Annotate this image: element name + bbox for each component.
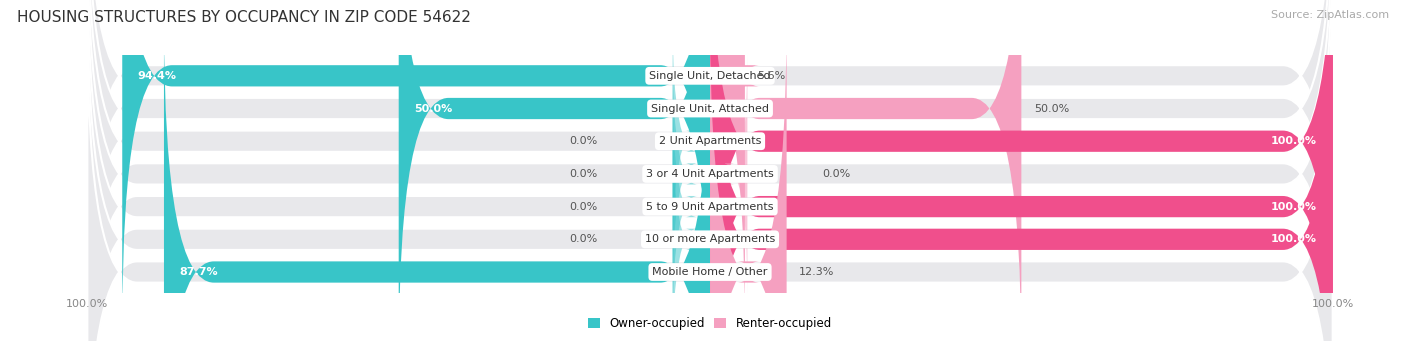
FancyBboxPatch shape [87, 0, 1333, 341]
Text: Source: ZipAtlas.com: Source: ZipAtlas.com [1271, 10, 1389, 20]
FancyBboxPatch shape [710, 0, 1333, 341]
FancyBboxPatch shape [122, 0, 710, 327]
FancyBboxPatch shape [672, 119, 710, 341]
Text: 10 or more Apartments: 10 or more Apartments [645, 234, 775, 244]
Text: 100.0%: 100.0% [1271, 136, 1317, 146]
FancyBboxPatch shape [399, 0, 710, 341]
FancyBboxPatch shape [87, 0, 1333, 341]
Text: 12.3%: 12.3% [799, 267, 834, 277]
Text: 87.7%: 87.7% [180, 267, 218, 277]
Text: 0.0%: 0.0% [569, 234, 598, 244]
FancyBboxPatch shape [710, 0, 1021, 341]
FancyBboxPatch shape [87, 21, 1333, 341]
Text: 0.0%: 0.0% [569, 202, 598, 212]
Text: 0.0%: 0.0% [569, 136, 598, 146]
FancyBboxPatch shape [87, 0, 1333, 341]
Text: 5 to 9 Unit Apartments: 5 to 9 Unit Apartments [647, 202, 773, 212]
Text: 0.0%: 0.0% [823, 169, 851, 179]
Text: Single Unit, Attached: Single Unit, Attached [651, 104, 769, 114]
FancyBboxPatch shape [710, 54, 748, 294]
FancyBboxPatch shape [695, 0, 759, 327]
Text: HOUSING STRUCTURES BY OCCUPANCY IN ZIP CODE 54622: HOUSING STRUCTURES BY OCCUPANCY IN ZIP C… [17, 10, 471, 25]
Text: 50.0%: 50.0% [1033, 104, 1069, 114]
Text: Single Unit, Detached: Single Unit, Detached [650, 71, 770, 81]
FancyBboxPatch shape [672, 86, 710, 327]
Text: Mobile Home / Other: Mobile Home / Other [652, 267, 768, 277]
Text: 2 Unit Apartments: 2 Unit Apartments [659, 136, 761, 146]
Text: 94.4%: 94.4% [138, 71, 177, 81]
Text: 0.0%: 0.0% [569, 169, 598, 179]
FancyBboxPatch shape [672, 54, 710, 294]
FancyBboxPatch shape [87, 0, 1333, 341]
Text: 100.0%: 100.0% [1271, 234, 1317, 244]
Text: 5.6%: 5.6% [758, 71, 786, 81]
Text: 100.0%: 100.0% [1271, 202, 1317, 212]
FancyBboxPatch shape [87, 0, 1333, 341]
Text: 3 or 4 Unit Apartments: 3 or 4 Unit Apartments [647, 169, 773, 179]
FancyBboxPatch shape [87, 0, 1333, 327]
Text: 50.0%: 50.0% [415, 104, 453, 114]
FancyBboxPatch shape [165, 21, 710, 341]
FancyBboxPatch shape [710, 0, 1333, 341]
Legend: Owner-occupied, Renter-occupied: Owner-occupied, Renter-occupied [588, 317, 832, 330]
FancyBboxPatch shape [710, 21, 786, 341]
FancyBboxPatch shape [672, 21, 710, 262]
FancyBboxPatch shape [710, 0, 1333, 341]
